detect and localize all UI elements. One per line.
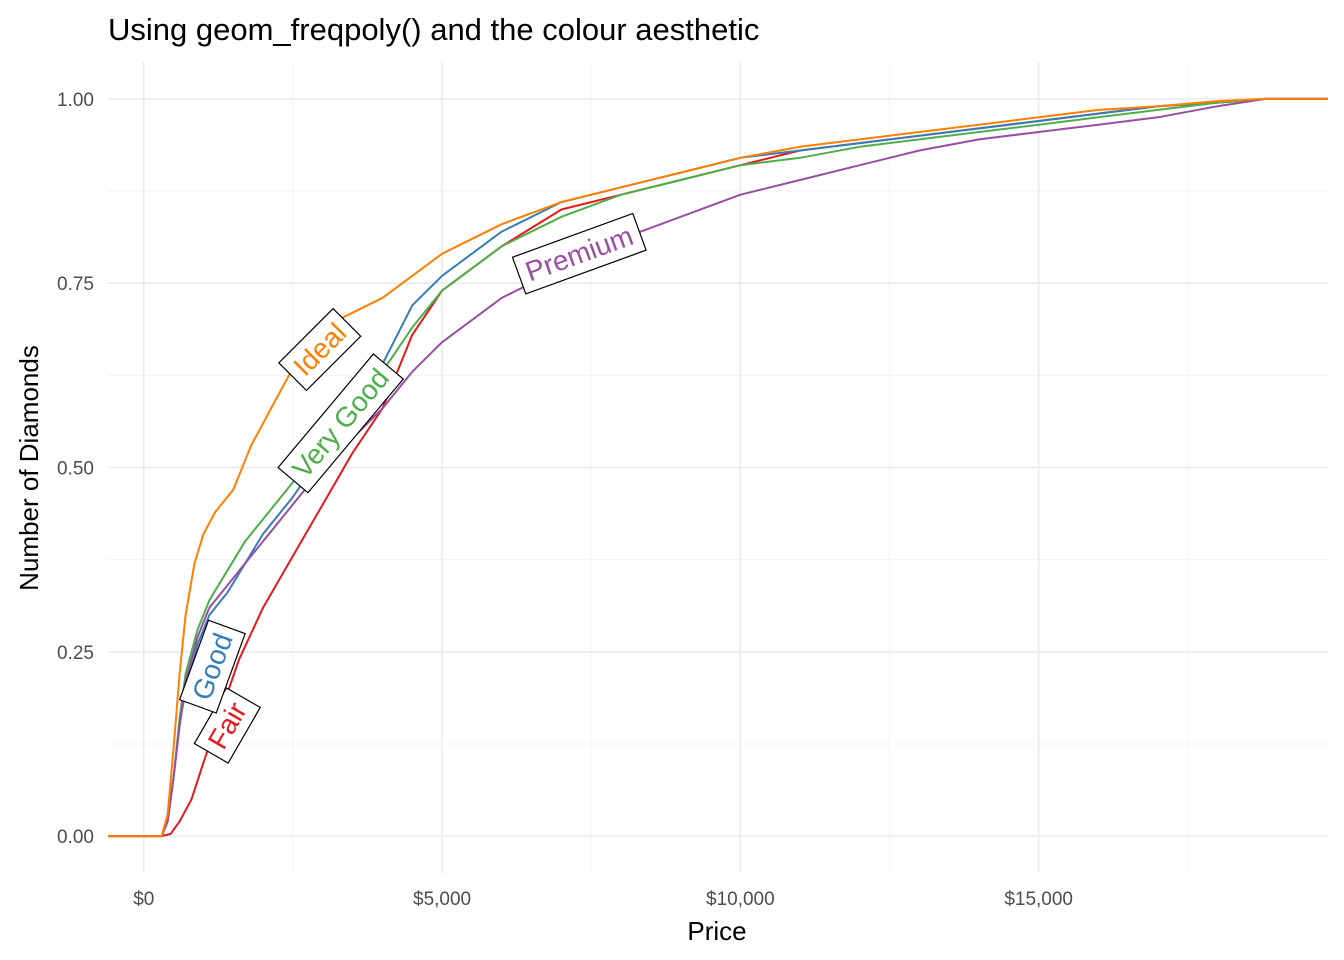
label-box — [277, 353, 405, 494]
x-axis-title: Price — [687, 916, 746, 946]
label-text-premium: Premium — [521, 220, 637, 287]
label-box — [193, 687, 262, 764]
label-box — [511, 212, 647, 295]
label-ideal: Ideal — [278, 307, 362, 392]
y-tick-label: 0.25 — [57, 643, 94, 664]
y-axis-ticks: 0.00 0.25 0.50 0.75 1.00 — [57, 90, 94, 848]
chart-title: Using geom_freqpoly() and the colour aes… — [108, 12, 759, 47]
series-line-very-good — [108, 97, 1328, 838]
series-line-premium — [108, 97, 1328, 838]
series-line-ideal — [108, 97, 1328, 838]
y-axis-title: Number of Diamonds — [14, 345, 44, 591]
y-tick-label: 0.50 — [57, 459, 94, 480]
label-premium: Premium — [511, 212, 647, 295]
y-tick-label: 0.75 — [57, 274, 94, 295]
x-tick-label: $0 — [133, 889, 154, 910]
x-tick-label: $15,000 — [1004, 889, 1073, 910]
x-tick-label: $10,000 — [706, 889, 775, 910]
y-tick-label: 0.00 — [57, 827, 94, 848]
x-axis-ticks: $0 $5,000 $10,000 $15,000 — [133, 889, 1073, 910]
label-box — [178, 619, 246, 714]
label-box — [278, 307, 362, 392]
grid — [108, 62, 1328, 873]
x-tick-label: $5,000 — [413, 889, 471, 910]
y-tick-label: 1.00 — [57, 90, 94, 111]
